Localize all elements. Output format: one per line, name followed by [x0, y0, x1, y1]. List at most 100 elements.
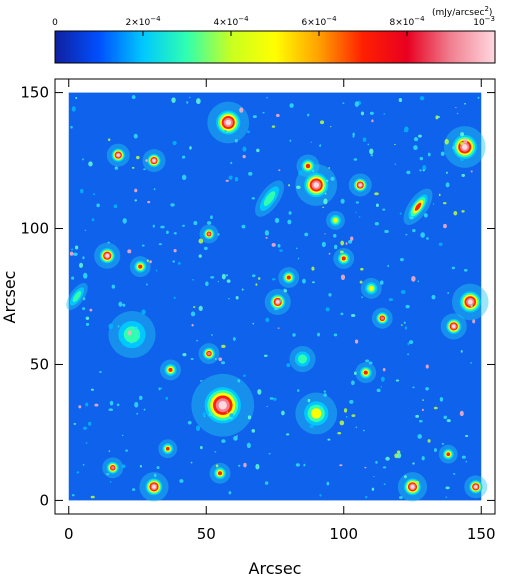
faint-source	[82, 158, 84, 161]
faint-source	[374, 222, 379, 226]
faint-source	[382, 466, 387, 469]
faint-source	[206, 221, 212, 225]
faint-source	[443, 415, 448, 420]
faint-source	[407, 342, 410, 346]
faint-source	[173, 296, 176, 300]
faint-source	[348, 239, 353, 244]
faint-source	[339, 420, 345, 426]
faint-source	[186, 101, 189, 104]
faint-source	[354, 339, 359, 344]
faint-source	[196, 339, 199, 342]
faint-source	[472, 319, 476, 324]
faint-source	[258, 277, 261, 280]
faint-source	[325, 307, 330, 312]
faint-source	[138, 395, 143, 400]
faint-source	[447, 292, 450, 294]
faint-source	[193, 306, 196, 309]
faint-source	[398, 97, 403, 103]
faint-source	[76, 471, 80, 474]
faint-source	[230, 416, 233, 420]
faint-source	[303, 463, 306, 467]
faint-source	[456, 112, 459, 115]
faint-source	[85, 442, 88, 444]
faint-source	[75, 97, 78, 99]
faint-source	[380, 376, 385, 382]
faint-source	[423, 213, 428, 218]
faint-source	[173, 248, 177, 253]
faint-source	[307, 113, 310, 117]
faint-source	[349, 399, 354, 404]
faint-source	[418, 134, 422, 138]
source-ring	[105, 253, 109, 258]
faint-source	[210, 334, 213, 336]
colorbar-tick-label: 6×10−4	[301, 15, 337, 28]
y-tick-label: 0	[39, 491, 49, 509]
faint-source	[382, 208, 386, 211]
source	[371, 307, 393, 329]
faint-source	[191, 324, 194, 327]
faint-source	[114, 166, 119, 170]
source-ring	[138, 264, 143, 269]
faint-source	[70, 125, 73, 129]
faint-source	[131, 488, 136, 491]
faint-source	[380, 386, 382, 388]
faint-source	[200, 445, 203, 450]
faint-source	[265, 317, 270, 323]
faint-source	[455, 107, 457, 109]
faint-source	[251, 274, 256, 278]
faint-source	[445, 496, 448, 498]
faint-source	[307, 398, 311, 403]
faint-source	[470, 304, 473, 308]
source-ring	[263, 191, 276, 206]
source	[142, 149, 166, 173]
faint-source	[257, 389, 262, 395]
source-ring	[446, 452, 451, 457]
faint-source	[400, 257, 404, 262]
source-ring	[72, 291, 82, 302]
y-tick-label: 50	[30, 355, 49, 373]
faint-source	[82, 297, 86, 301]
faint-source	[82, 256, 85, 260]
source-ring	[363, 370, 368, 375]
faint-source	[319, 405, 323, 409]
faint-source	[111, 284, 116, 289]
faint-source	[108, 138, 111, 142]
faint-source	[283, 288, 286, 291]
faint-source	[226, 279, 231, 283]
faint-source	[396, 450, 401, 454]
faint-source	[425, 387, 429, 391]
faint-source	[461, 455, 466, 459]
faint-source	[312, 169, 315, 173]
faint-source	[242, 154, 246, 159]
source-ring	[368, 285, 374, 291]
faint-source	[137, 333, 141, 336]
source-ring	[297, 354, 308, 364]
faint-source	[289, 139, 292, 142]
faint-source	[453, 472, 456, 475]
faint-source	[172, 140, 177, 146]
faint-source	[134, 401, 139, 408]
faint-source	[166, 230, 169, 234]
faint-source	[94, 403, 99, 407]
source-ring	[474, 485, 478, 489]
faint-source	[264, 481, 269, 485]
faint-source	[229, 413, 234, 418]
source	[66, 282, 88, 311]
faint-source	[92, 193, 96, 196]
faint-source	[460, 132, 465, 137]
faint-source	[255, 463, 260, 470]
source	[333, 247, 355, 269]
faint-source	[134, 199, 137, 202]
faint-source	[333, 233, 337, 238]
faint-source	[297, 389, 300, 392]
faint-source	[374, 192, 379, 196]
source-ring	[311, 408, 322, 419]
faint-source	[268, 453, 271, 455]
faint-source	[360, 267, 364, 271]
faint-source	[177, 261, 181, 265]
faint-source	[83, 272, 88, 279]
faint-source	[262, 112, 265, 114]
faint-source	[419, 169, 422, 172]
faint-source	[237, 379, 241, 383]
faint-source	[136, 155, 140, 160]
